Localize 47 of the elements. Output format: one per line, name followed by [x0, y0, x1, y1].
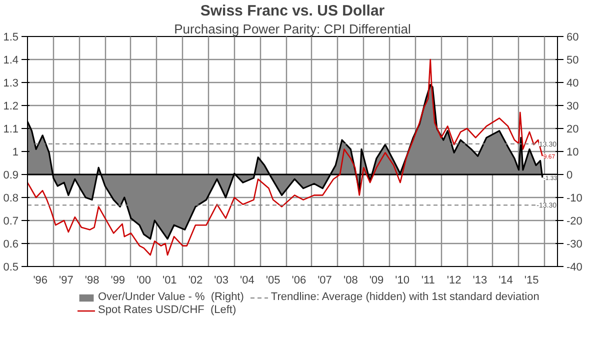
y2-tick-label: 0	[566, 170, 573, 182]
x-tick-label: '98	[84, 274, 100, 286]
x-tick-label: '04	[240, 274, 254, 286]
y-tick-label: 0.5	[3, 262, 19, 274]
x-tick-label: '99	[110, 274, 126, 286]
y-tick-label: 1.5	[3, 32, 19, 44]
x-tick-label: '02	[188, 274, 203, 286]
x-tick-label: '15	[524, 274, 539, 286]
y-tick-label: 1.3	[3, 78, 19, 90]
y2-tick-label: -20	[566, 216, 582, 228]
y-tick-label: 1	[12, 146, 19, 158]
x-tick-label: '10	[395, 274, 410, 286]
y2-tick-label: -30	[566, 238, 582, 250]
x-tick-label: '00	[136, 274, 151, 286]
y2-tick-label: 40	[566, 78, 579, 90]
x-tick-label: '97	[59, 274, 74, 286]
x-tick-label: '13	[472, 274, 488, 286]
x-tick-label: '01	[162, 274, 177, 286]
x-tick-label: '06	[292, 274, 306, 286]
y-tick-label: 1.2	[3, 100, 19, 112]
x-tick-label: '96	[33, 274, 48, 286]
chart-subtitle: Purchasing Power Parity: CPI Differential	[174, 22, 411, 36]
y-tick-label: 1.4	[3, 54, 19, 66]
y2-tick-label: 60	[566, 32, 579, 44]
x-tick-label: '14	[498, 274, 513, 286]
y2-tick-label: 50	[566, 54, 579, 66]
x-tick-label: '11	[421, 274, 435, 286]
x-tick-label: '12	[446, 274, 462, 286]
x-tick-label: '03	[214, 274, 228, 286]
x-tick-label: '08	[343, 274, 358, 286]
legend-label: Spot Rates USD/CHF (Left)	[98, 304, 236, 316]
y2-tick-label: -10	[566, 192, 582, 204]
y2-tick-label: -40	[566, 262, 582, 274]
y-tick-label: 0.6	[3, 238, 19, 250]
legend-label: Over/Under Value - % (Right)	[98, 291, 244, 303]
y2-tick-label: 30	[566, 100, 579, 112]
y-tick-label: 1.1	[3, 124, 19, 136]
y-tick-label: 0.7	[3, 216, 19, 228]
y-tick-label: 0.9	[3, 170, 19, 182]
x-tick-label: '07	[318, 274, 332, 286]
x-tick-label: '09	[369, 274, 384, 286]
text: Trendline: Average (hidden) with 1st standard deviation	[270, 291, 540, 303]
y2-tick-label: 10	[566, 146, 579, 158]
y2-tick-label: 20	[566, 124, 579, 136]
chart-title: Swiss Franc vs. US Dollar	[200, 2, 385, 20]
x-tick-label: '05	[266, 274, 280, 286]
y-tick-label: 0.8	[3, 192, 19, 204]
